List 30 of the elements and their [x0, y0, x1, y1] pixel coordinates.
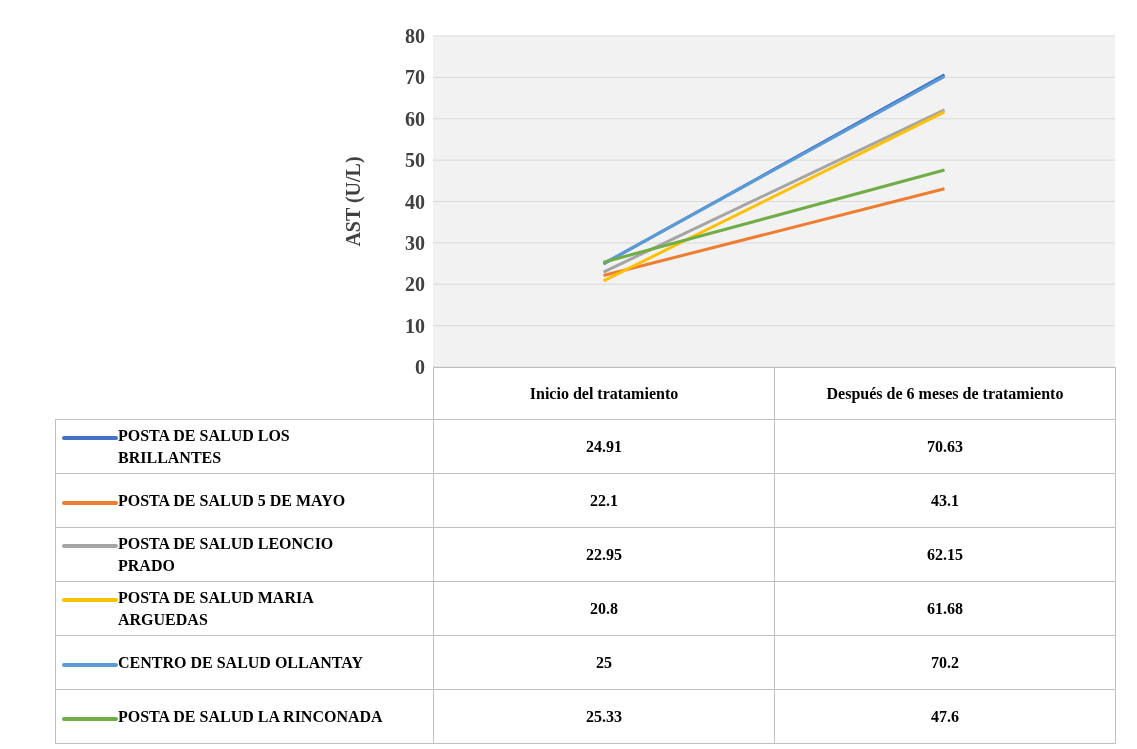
data-label: 43.1	[774, 473, 1116, 528]
y-tick-label: 60	[405, 107, 425, 130]
y-axis-title: AST (U/L)	[342, 156, 366, 247]
legend-label: CENTRO DE SALUD OLLANTAY	[118, 652, 363, 673]
y-tick-label: 70	[405, 66, 425, 89]
data-label: 25.33	[433, 689, 775, 744]
data-label: 24.91	[433, 419, 775, 474]
data-label: 70.2	[774, 635, 1116, 690]
data-label: 61.68	[774, 581, 1116, 636]
y-tick-label: 20	[405, 273, 425, 296]
y-tick-label: 10	[405, 314, 425, 337]
data-label: 22.95	[433, 527, 775, 582]
y-tick-label: 80	[405, 25, 425, 48]
data-label: 20.8	[433, 581, 775, 636]
legend-label: POSTA DE SALUD LEONCIO PRADO	[118, 533, 335, 576]
y-tick-label: 0	[415, 356, 425, 379]
data-label: 70.63	[774, 419, 1116, 474]
data-label: 47.6	[774, 689, 1116, 744]
legend-label: POSTA DE SALUD LA RINCONADA	[118, 706, 383, 727]
y-tick-label: 50	[405, 149, 425, 172]
legend-label: POSTA DE SALUD MARIA ARGUEDAS	[118, 587, 315, 630]
legend-label: POSTA DE SALUD 5 DE MAYO	[118, 490, 346, 511]
x-tick-label: Después de 6 meses de tratamiento	[774, 367, 1116, 420]
y-tick-label: 30	[405, 231, 425, 254]
data-label: 62.15	[774, 527, 1116, 582]
legend-label: POSTA DE SALUD LOS BRILLANTES	[118, 425, 291, 468]
data-label: 22.1	[433, 473, 775, 528]
x-tick-label: Inicio del tratamiento	[433, 367, 775, 420]
data-label: 25	[433, 635, 775, 690]
y-tick-label: 40	[405, 190, 425, 213]
